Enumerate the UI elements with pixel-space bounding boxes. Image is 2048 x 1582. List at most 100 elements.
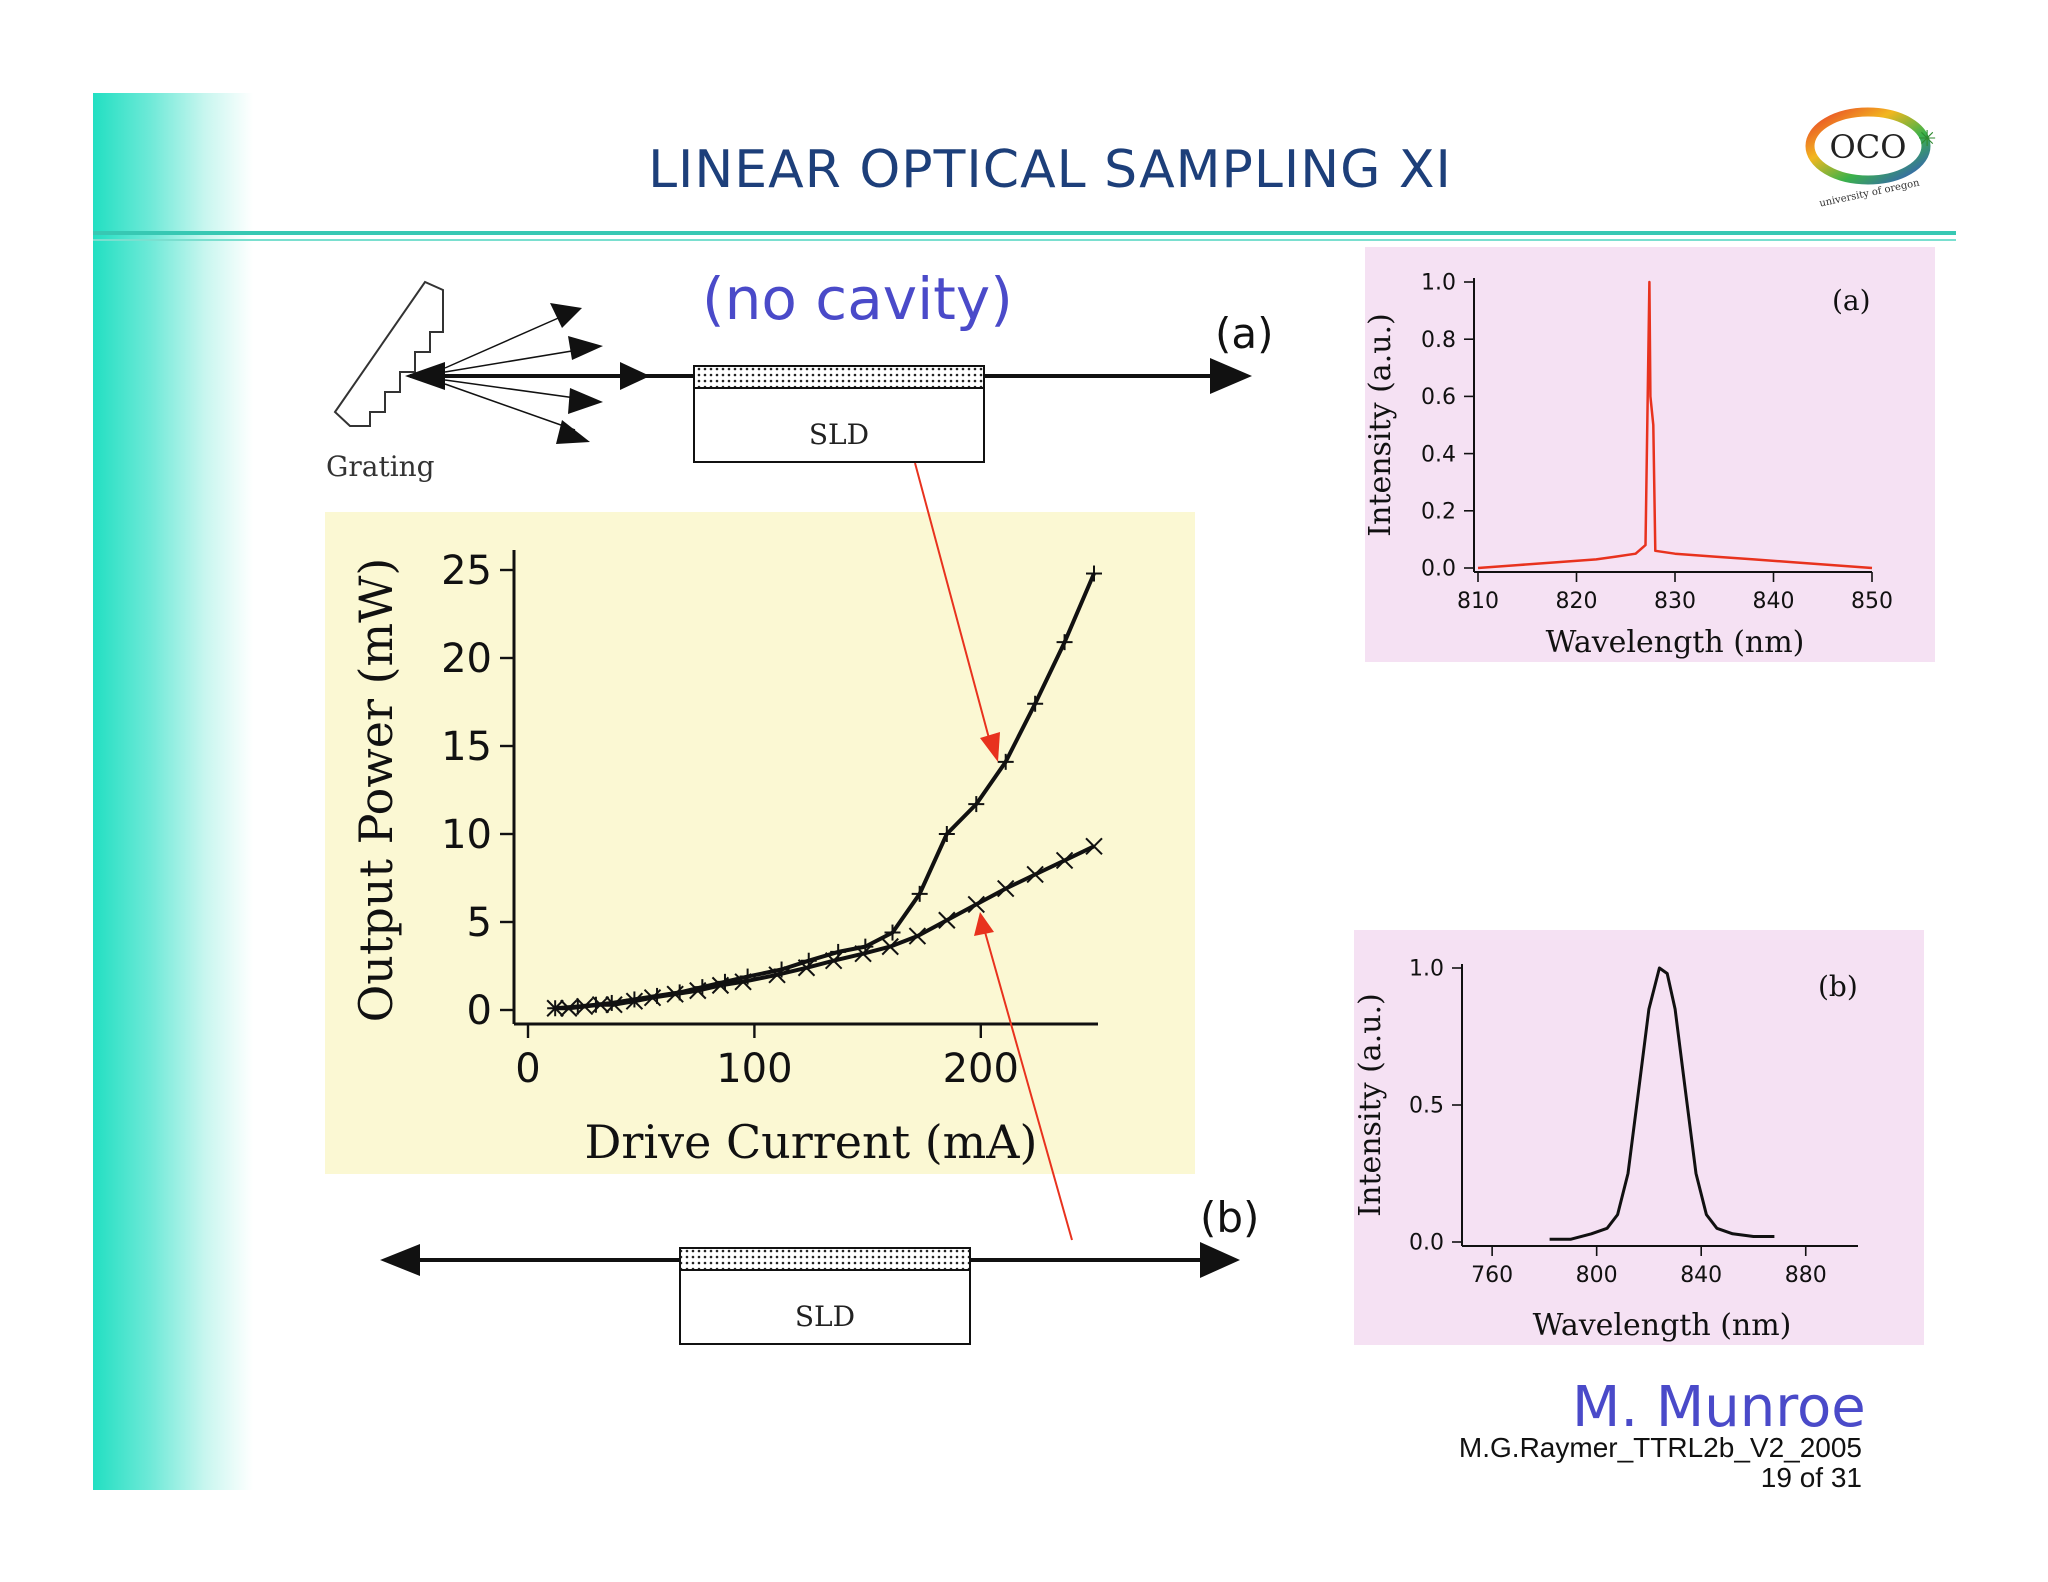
- cross-marker: [1026, 865, 1044, 884]
- y-tick-label: 0.0: [1409, 1231, 1444, 1256]
- cross-marker: [797, 959, 816, 977]
- x-axis-label: Wavelength (nm): [1533, 1308, 1792, 1343]
- chart-spectrum-b: 760 800 840 880 0.0 0.5 1.0 Wavelength (nm) Inte…: [1353, 957, 1858, 1343]
- x-tick-label: 0: [515, 1046, 540, 1092]
- plus-marker: [1056, 634, 1073, 651]
- x-tick-label: 840: [1680, 1263, 1722, 1288]
- cross-marker: [560, 999, 578, 1017]
- x-tick-label: 800: [1576, 1263, 1618, 1288]
- svg-text:OCO: OCO: [1830, 128, 1907, 166]
- y-tick-label: 0.2: [1421, 500, 1456, 525]
- series-line-1: [1477, 280, 1873, 570]
- cross-marker: [666, 985, 684, 1003]
- cross-marker: [605, 996, 623, 1014]
- series-line-2: [555, 844, 1095, 1011]
- x-tick-label: 830: [1654, 589, 1696, 614]
- panel-label: (a): [1832, 284, 1871, 317]
- cross-marker: [1085, 837, 1103, 856]
- slide-title: LINEAR OPTICAL SAMPLING XI: [648, 140, 1452, 200]
- cross-marker: [734, 973, 752, 991]
- cross-marker: [689, 981, 707, 1000]
- plus-marker: [968, 796, 985, 813]
- x-tick-label: 820: [1556, 589, 1598, 614]
- pointer-arrow-a: [914, 462, 991, 743]
- y-tick-label: 0.6: [1421, 385, 1456, 410]
- y-tick-label: 0.0: [1421, 557, 1456, 582]
- y-tick-label: 25: [441, 548, 492, 594]
- arrowhead-left-b: [380, 1244, 420, 1276]
- y-tick-label: 10: [441, 812, 492, 858]
- diffracted-ray-3: [444, 379, 591, 401]
- cross-marker: [881, 937, 899, 956]
- diffracted-ray-1: [444, 311, 573, 369]
- cross-marker: [711, 976, 730, 995]
- x-tick-label: 810: [1457, 589, 1499, 614]
- y-axis-label: Intensity (a.u.): [1353, 993, 1388, 1217]
- grating-shape: [333, 280, 444, 427]
- footer-page-number: 19 of 31: [1760, 1462, 1862, 1493]
- y-axis-label: Output Power (mW): [349, 558, 403, 1023]
- chart-power-vs-current: 0 100 200 0 5 10 15 20 25 Drive Current (mA) Outpu…: [349, 548, 1103, 1169]
- cross-marker: [591, 996, 610, 1014]
- diagram-a-label: (a): [1215, 309, 1274, 358]
- cross-marker: [768, 966, 786, 984]
- plus-marker: [1086, 565, 1102, 582]
- x-tick-label: 880: [1785, 1263, 1827, 1288]
- y-tick-label: 15: [441, 724, 492, 770]
- y-axis-label: Intensity (a.u.): [1363, 313, 1398, 537]
- arrowhead-right-a: [1210, 358, 1252, 394]
- cross-marker: [938, 911, 956, 929]
- left-accent-band: [93, 93, 253, 1490]
- pointer-arrow-b: [984, 931, 1073, 1241]
- chart-background-power: [325, 512, 1195, 1174]
- no-cavity-label: (no cavity): [702, 265, 1013, 333]
- arrowhead-right-b: [1200, 1242, 1240, 1278]
- y-tick-label: 1.0: [1421, 271, 1456, 296]
- arrowhead-mid-a: [620, 362, 650, 390]
- cross-marker: [1055, 851, 1074, 870]
- arrowhead-left-a: [405, 362, 445, 390]
- x-tick-label: 760: [1471, 1263, 1513, 1288]
- diffracted-ray-4: [444, 383, 576, 431]
- plus-marker: [884, 924, 901, 941]
- panel-label: (b): [1818, 970, 1858, 1003]
- cross-marker: [967, 895, 985, 914]
- plus-marker: [1027, 695, 1044, 712]
- svg-text:✳: ✳: [1918, 127, 1936, 152]
- cross-marker: [908, 927, 927, 945]
- plus-marker: [997, 753, 1014, 770]
- pointer-arrows: [914, 462, 1073, 1241]
- footer-document-id: M.G.Raymer_TTRL2b_V2_2005: [1458, 1432, 1862, 1463]
- series-line-1: [1549, 966, 1775, 1241]
- sld-box-a: [693, 387, 985, 463]
- cross-marker: [575, 997, 594, 1016]
- cross-marker: [546, 999, 564, 1017]
- y-tick-label: 20: [441, 636, 492, 682]
- grating-label: Grating: [326, 450, 435, 483]
- title-rule-thin: [93, 239, 1956, 241]
- x-axis-label: Wavelength (nm): [1546, 625, 1805, 660]
- y-tick-label: 0.5: [1409, 1094, 1444, 1119]
- x-tick-label: 200: [943, 1046, 1019, 1092]
- cross-marker: [996, 879, 1015, 898]
- diagram-b: SLD (b): [380, 1193, 1259, 1345]
- oco-logo: OCO ✳ university of oregon: [1805, 107, 1936, 210]
- x-tick-label: 850: [1851, 589, 1893, 614]
- diffracted-ray-2: [444, 347, 591, 373]
- chart-background-spectrum-b: [1354, 930, 1924, 1345]
- cross-marker: [643, 988, 662, 1007]
- sld-active-layer-b: [679, 1247, 971, 1271]
- series-line-1: [555, 572, 1096, 1011]
- x-axis-label: Drive Current (mA): [585, 1115, 1038, 1169]
- y-tick-label: 0.4: [1421, 442, 1456, 467]
- sld-active-layer-a: [693, 365, 985, 389]
- plus-marker: [938, 826, 955, 842]
- y-tick-label: 0.8: [1421, 328, 1456, 353]
- y-tick-label: 5: [467, 900, 492, 946]
- sld-label-a: SLD: [809, 418, 869, 451]
- title-rule: [93, 231, 1956, 235]
- sld-box-b: [679, 1269, 971, 1345]
- y-tick-label: 1.0: [1409, 957, 1444, 982]
- diagram-a: Grating SLD (a): [326, 280, 1274, 483]
